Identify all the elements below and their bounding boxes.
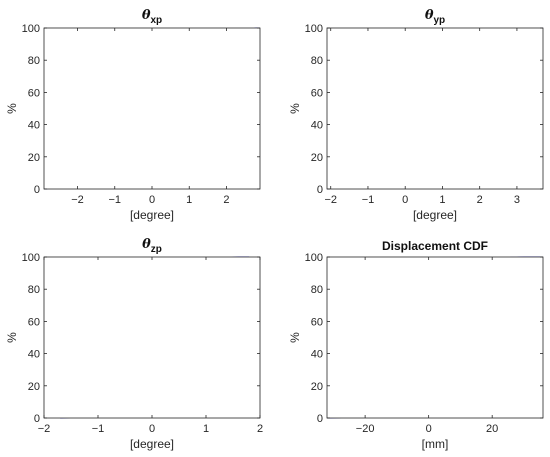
y-tick-label: 0: [317, 184, 323, 196]
x-tick-label: −1: [92, 423, 105, 435]
chart-title: θzp: [142, 237, 162, 255]
y-tick-label: 100: [22, 252, 40, 264]
x-axis-label: [degree]: [130, 437, 174, 451]
y-tick-label: 40: [28, 349, 40, 361]
x-tick-label: −1: [362, 194, 375, 206]
y-tick-label: 20: [28, 381, 40, 393]
axis-frame: [43, 256, 261, 419]
x-tick-label: 0: [149, 423, 155, 435]
x-axis-label: [degree]: [130, 208, 174, 222]
title-symbol: θ: [142, 8, 151, 23]
y-tick-label: 40: [311, 349, 323, 361]
x-tick-label: 0: [402, 194, 408, 206]
y-tick-label: 20: [311, 381, 323, 393]
title-subscript: yp: [434, 15, 446, 26]
y-tick-label: 60: [311, 87, 323, 99]
y-tick-label: 100: [305, 23, 323, 35]
y-tick-label: 40: [28, 120, 40, 132]
chart-title: Displacement CDF: [382, 239, 488, 253]
axis-frame: [43, 27, 261, 190]
x-tick-label: 2: [257, 423, 263, 435]
x-tick-label: 2: [223, 194, 229, 206]
x-tick-label: 1: [439, 194, 445, 206]
y-tick-label: 0: [34, 413, 40, 425]
title-subscript: xp: [151, 15, 163, 26]
y-tick-label: 80: [311, 55, 323, 67]
axis-frame: [326, 27, 544, 190]
x-tick-label: 3: [514, 194, 520, 206]
x-tick-label: 20: [486, 423, 498, 435]
y-tick-label: 60: [311, 316, 323, 328]
y-tick-label: 0: [317, 413, 323, 425]
chart-panel-2: −2 −1 0 1 2 3 0 20 40 60 80 100 [degree]% θyp: [288, 8, 544, 222]
x-tick-label: −2: [324, 194, 337, 206]
chart-title: θyp: [425, 8, 445, 26]
y-tick-label: 80: [28, 284, 40, 296]
y-axis-label: %: [5, 103, 19, 114]
x-axis-label: [degree]: [413, 208, 457, 222]
y-tick-label: 60: [28, 87, 40, 99]
chart-panel-4: −20 0 20 0 20 40 60 80 100 [mm]% Displacement CDF: [288, 239, 544, 451]
y-tick-label: 100: [22, 23, 40, 35]
x-tick-label: −1: [108, 194, 121, 206]
x-tick-label: 1: [203, 423, 209, 435]
y-tick-label: 40: [311, 120, 323, 132]
y-tick-label: 80: [311, 284, 323, 296]
x-tick-label: 1: [186, 194, 192, 206]
x-tick-label: −2: [71, 194, 84, 206]
title-subscript: zp: [151, 244, 162, 255]
y-tick-label: 20: [28, 152, 40, 164]
x-tick-label: 0: [149, 194, 155, 206]
axis-frame: [326, 256, 544, 419]
y-axis-label: %: [5, 332, 19, 343]
x-tick-label: −20: [356, 423, 375, 435]
x-tick-label: 2: [477, 194, 483, 206]
y-tick-label: 100: [305, 252, 323, 264]
y-tick-label: 0: [34, 184, 40, 196]
chart-title: θxp: [142, 8, 162, 26]
y-tick-label: 80: [28, 55, 40, 67]
y-tick-label: 20: [311, 152, 323, 164]
y-axis-label: %: [288, 332, 302, 343]
title-symbol: θ: [425, 8, 434, 23]
y-axis-label: %: [288, 103, 302, 114]
x-tick-label: 0: [426, 423, 432, 435]
title-symbol: θ: [142, 237, 151, 252]
y-tick-label: 60: [28, 316, 40, 328]
x-axis-label: [mm]: [422, 437, 449, 451]
x-tick-label: −2: [38, 423, 51, 435]
